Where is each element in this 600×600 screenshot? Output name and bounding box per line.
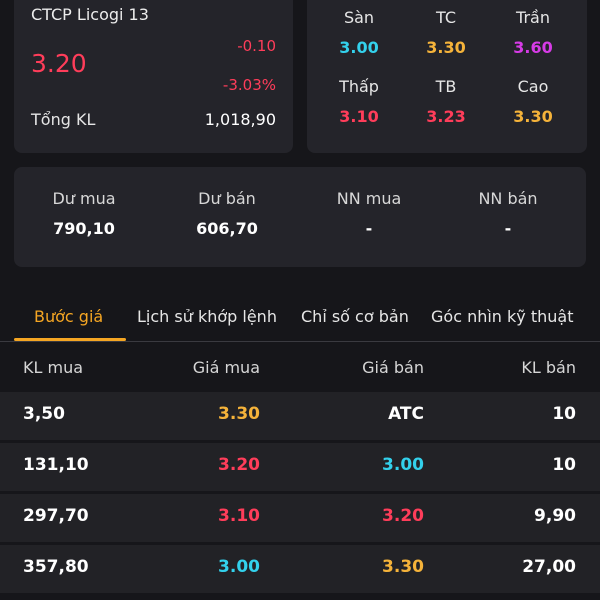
stock-summary-card: CTCP Licogi 13 3.20 -0.10 -3.03% Tổng KL… bbox=[14, 0, 293, 153]
tab-price-steps[interactable]: Bước giá bbox=[34, 307, 104, 326]
price-level-value: 3.23 bbox=[426, 107, 466, 126]
price-level-label: Cao bbox=[517, 77, 549, 96]
depth-label: Dư bán bbox=[198, 189, 256, 208]
price-level-floor: Sàn 3.00 bbox=[319, 8, 399, 57]
price-level-average: TB 3.23 bbox=[406, 77, 486, 126]
table-row: 3,50 3.30 ATC 10 bbox=[0, 392, 600, 440]
buy-volume-cell: 131,10 bbox=[23, 455, 89, 475]
header-buy-volume: KL mua bbox=[23, 358, 84, 377]
price-level-label: Trần bbox=[516, 8, 550, 27]
tab-match-history[interactable]: Lịch sử khớp lệnh bbox=[137, 307, 277, 326]
price-level-label: Sàn bbox=[343, 8, 375, 27]
depth-foreign-sell: NN bán - bbox=[438, 189, 578, 238]
sell-volume-cell: 10 bbox=[552, 404, 576, 424]
price-level-reference: TC 3.30 bbox=[406, 8, 486, 57]
stock-name: CTCP Licogi 13 bbox=[31, 5, 149, 24]
tab-technical-view[interactable]: Góc nhìn kỹ thuật bbox=[431, 307, 574, 326]
stock-change-percent: -3.03% bbox=[222, 76, 276, 94]
total-volume-label: Tổng KL bbox=[31, 110, 96, 129]
depth-sell-remaining: Dư bán 606,70 bbox=[157, 189, 297, 238]
buy-price-cell: 3.20 bbox=[218, 455, 260, 475]
total-volume-value: 1,018,90 bbox=[204, 110, 276, 129]
price-level-value: 3.10 bbox=[339, 107, 379, 126]
price-level-value: 3.00 bbox=[339, 38, 379, 57]
price-level-value: 3.30 bbox=[513, 107, 553, 126]
header-buy-price: Giá mua bbox=[192, 358, 260, 377]
depth-value: - bbox=[365, 219, 373, 238]
sell-price-cell: 3.20 bbox=[382, 506, 424, 526]
price-levels-card: Sàn 3.00 TC 3.30 Trần 3.60 Thấp 3.10 TB … bbox=[307, 0, 587, 153]
buy-volume-cell: 3,50 bbox=[23, 404, 65, 424]
depth-label: Dư mua bbox=[52, 189, 116, 208]
buy-price-cell: 3.10 bbox=[218, 506, 260, 526]
depth-buy-remaining: Dư mua 790,10 bbox=[14, 189, 154, 238]
active-tab-indicator bbox=[14, 338, 126, 341]
buy-price-cell: 3.00 bbox=[218, 557, 260, 577]
header-sell-volume: KL bán bbox=[521, 358, 576, 377]
price-level-ceiling: Trần 3.60 bbox=[493, 8, 573, 57]
sell-price-cell: 3.00 bbox=[382, 455, 424, 475]
header-sell-price: Giá bán bbox=[362, 358, 424, 377]
buy-price-cell: 3.30 bbox=[218, 404, 260, 424]
depth-value: 606,70 bbox=[196, 219, 258, 238]
price-level-label: TB bbox=[435, 77, 457, 96]
depth-foreign-buy: NN mua - bbox=[299, 189, 439, 238]
depth-value: - bbox=[504, 219, 512, 238]
sell-volume-cell: 27,00 bbox=[522, 557, 576, 577]
table-row: 297,70 3.10 3.20 9,90 bbox=[0, 494, 600, 542]
buy-volume-cell: 357,80 bbox=[23, 557, 89, 577]
stock-change: -0.10 bbox=[237, 37, 276, 55]
depth-label: NN mua bbox=[336, 189, 402, 208]
price-level-value: 3.30 bbox=[426, 38, 466, 57]
price-level-label: TC bbox=[435, 8, 456, 27]
sell-price-cell: 3.30 bbox=[382, 557, 424, 577]
price-level-low: Thấp 3.10 bbox=[319, 77, 399, 126]
table-row: 357,80 3.00 3.30 27,00 bbox=[0, 545, 600, 593]
price-level-label: Thấp bbox=[339, 77, 379, 96]
price-level-value: 3.60 bbox=[513, 38, 553, 57]
order-book-header: KL mua Giá mua Giá bán KL bán bbox=[0, 343, 600, 391]
tab-bar: Bước giá Lịch sử khớp lệnh Chỉ số cơ bản… bbox=[0, 296, 600, 342]
depth-label: NN bán bbox=[478, 189, 538, 208]
price-level-high: Cao 3.30 bbox=[493, 77, 573, 126]
order-depth-card: Dư mua 790,10 Dư bán 606,70 NN mua - NN … bbox=[14, 167, 586, 267]
stock-price: 3.20 bbox=[31, 49, 87, 78]
sell-volume-cell: 9,90 bbox=[534, 506, 576, 526]
table-row: 131,10 3.20 3.00 10 bbox=[0, 443, 600, 491]
tab-fundamentals[interactable]: Chỉ số cơ bản bbox=[301, 307, 409, 326]
sell-volume-cell: 10 bbox=[552, 455, 576, 475]
buy-volume-cell: 297,70 bbox=[23, 506, 89, 526]
sell-price-cell: ATC bbox=[388, 404, 424, 424]
depth-value: 790,10 bbox=[53, 219, 115, 238]
